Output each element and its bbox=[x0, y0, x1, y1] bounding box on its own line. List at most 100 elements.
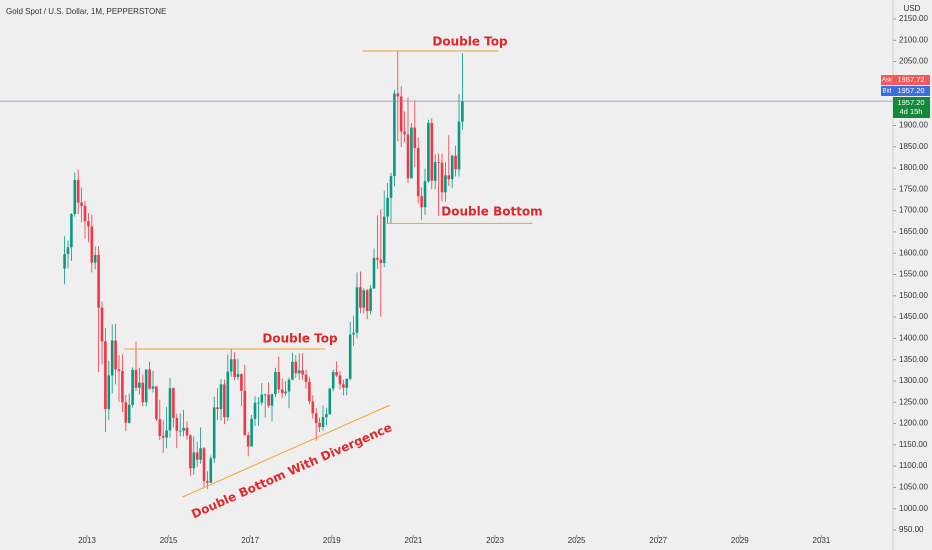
candle-body bbox=[127, 404, 131, 423]
candle-body bbox=[454, 155, 457, 170]
candle-body bbox=[348, 334, 352, 379]
last-price-box bbox=[893, 97, 930, 118]
x-tick-label: 2017 bbox=[241, 536, 259, 545]
candle-body bbox=[257, 402, 260, 404]
candle-body bbox=[192, 452, 196, 469]
candle-body bbox=[450, 155, 454, 180]
candle-body bbox=[427, 122, 430, 182]
candle-body bbox=[97, 254, 100, 308]
candle-body bbox=[189, 435, 192, 469]
candle-body bbox=[233, 359, 236, 378]
candle-body bbox=[359, 287, 362, 308]
candle-body bbox=[250, 418, 253, 447]
candle-body bbox=[342, 384, 345, 388]
candle-body bbox=[246, 435, 250, 447]
candle-body bbox=[365, 290, 369, 312]
y-tick-label: 1000.00 bbox=[899, 504, 928, 513]
ask-value: 1957.72 bbox=[897, 75, 924, 84]
candle-body bbox=[301, 370, 304, 375]
y-tick-label: 1250.00 bbox=[899, 397, 928, 406]
candle-body bbox=[440, 162, 444, 193]
x-tick-label: 2029 bbox=[731, 536, 749, 545]
candle-body bbox=[178, 430, 182, 432]
annotation-text: Double Top bbox=[262, 332, 338, 346]
x-tick-label: 2025 bbox=[568, 536, 586, 545]
candle-body bbox=[389, 176, 393, 198]
candle-body bbox=[335, 372, 338, 376]
x-tick-label: 2015 bbox=[160, 536, 178, 545]
chart-title: Gold Spot / U.S. Dollar, 1M, PEPPERSTONE bbox=[6, 7, 166, 16]
bid-label-box bbox=[881, 86, 893, 96]
bid-label: Bid bbox=[883, 89, 892, 95]
candle-body bbox=[182, 427, 185, 431]
candle-body bbox=[90, 226, 94, 263]
candle-body bbox=[287, 379, 291, 392]
candle-body bbox=[195, 452, 199, 460]
candle-body bbox=[372, 257, 376, 289]
candle-body bbox=[209, 458, 213, 483]
candle-body bbox=[437, 162, 440, 163]
candle-body bbox=[362, 290, 366, 308]
candle-body bbox=[158, 419, 162, 436]
candle-body bbox=[165, 430, 168, 438]
candle-body bbox=[345, 378, 349, 388]
candle-body bbox=[328, 388, 332, 415]
candle-body bbox=[423, 181, 427, 208]
y-tick-label: 1450.00 bbox=[899, 312, 928, 321]
candle-body bbox=[277, 372, 281, 390]
candle-body bbox=[110, 340, 114, 376]
candle-body bbox=[253, 402, 257, 419]
y-tick-label: 1550.00 bbox=[899, 270, 928, 279]
bid-value: 1957.20 bbox=[897, 86, 924, 95]
candle-body bbox=[457, 121, 461, 170]
y-tick-label: 1150.00 bbox=[899, 440, 928, 449]
candle-body bbox=[393, 93, 396, 177]
candle-body bbox=[63, 254, 66, 269]
candle-body bbox=[308, 381, 311, 402]
candle-body bbox=[236, 374, 240, 378]
last-price: 1957.20 bbox=[897, 98, 924, 107]
candle-body bbox=[284, 391, 287, 394]
candle-body bbox=[318, 423, 321, 427]
x-tick-label: 2019 bbox=[323, 536, 341, 545]
candle-body bbox=[223, 384, 226, 418]
candle-body bbox=[386, 197, 389, 217]
candle-body bbox=[376, 257, 379, 260]
x-tick-label: 2031 bbox=[813, 536, 831, 545]
annotation-text: Double Top bbox=[432, 35, 508, 49]
x-tick-label: 2013 bbox=[78, 536, 96, 545]
y-tick-label: 1050.00 bbox=[899, 483, 928, 492]
candle-body bbox=[291, 361, 294, 380]
countdown: 4d 15h bbox=[900, 107, 923, 116]
y-tick-label: 1500.00 bbox=[899, 291, 928, 300]
candle-body bbox=[396, 93, 400, 97]
y-tick-label: 1900.00 bbox=[899, 121, 928, 130]
candle-body bbox=[304, 374, 308, 382]
candle-body bbox=[138, 382, 141, 388]
x-tick-label: 2023 bbox=[486, 536, 504, 545]
candle-body bbox=[216, 407, 219, 410]
candle-body bbox=[121, 371, 124, 403]
candle-body bbox=[274, 372, 277, 395]
candle-body bbox=[148, 369, 151, 389]
candle-body bbox=[202, 448, 206, 482]
candle-body bbox=[87, 221, 90, 227]
candle-body bbox=[331, 372, 335, 389]
candle-body bbox=[420, 196, 423, 208]
candle-body bbox=[100, 307, 104, 342]
candle-body bbox=[114, 340, 117, 370]
y-tick-label: 1200.00 bbox=[899, 419, 928, 428]
y-tick-label: 1600.00 bbox=[899, 248, 928, 257]
candle-body bbox=[226, 371, 230, 418]
candle-body bbox=[76, 179, 80, 203]
y-tick-label: 2150.00 bbox=[899, 14, 928, 23]
candle-body bbox=[117, 369, 121, 372]
candle-body bbox=[314, 413, 318, 424]
candle-body bbox=[175, 418, 179, 431]
candle-body bbox=[403, 131, 406, 135]
candle-body bbox=[206, 481, 209, 483]
bid-box bbox=[893, 86, 930, 96]
candle-body bbox=[185, 427, 189, 436]
y-tick-label: 1700.00 bbox=[899, 206, 928, 215]
